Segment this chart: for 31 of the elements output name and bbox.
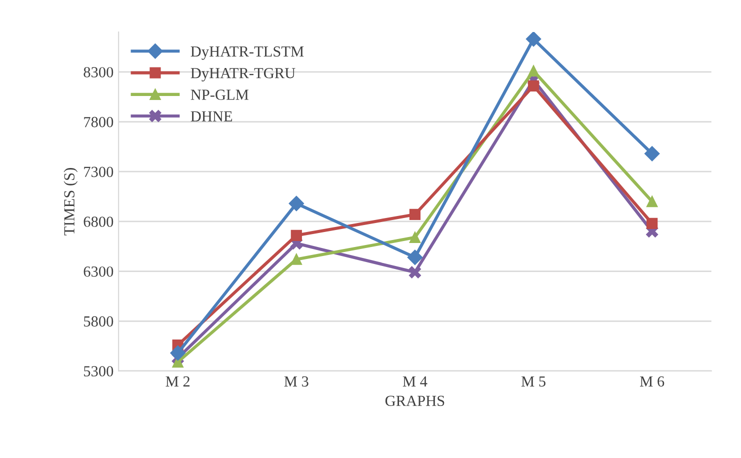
point — [170, 345, 186, 361]
point — [526, 32, 542, 47]
y-tick-label: 6300 — [84, 266, 114, 277]
point — [528, 80, 540, 92]
x-tick-label: M 5 — [521, 376, 546, 387]
x-axis-title: GRAPHS — [385, 396, 444, 406]
point — [528, 65, 540, 76]
point — [407, 250, 423, 265]
y-tick-label: 7300 — [84, 166, 114, 178]
point — [409, 232, 421, 243]
point — [646, 218, 658, 230]
point — [290, 230, 302, 241]
y-tick-label: 5300 — [84, 366, 114, 376]
point — [290, 254, 302, 265]
legend-label: DyHATR-TLSTM — [190, 46, 304, 60]
y-tick-label: 8300 — [84, 67, 114, 78]
y-axis-title: TIMES (S) — [64, 168, 78, 236]
point — [288, 196, 304, 212]
legend-label: DHNE — [190, 111, 232, 122]
x-tick-label: M 4 — [402, 376, 428, 386]
legend-label: NP-GLM — [190, 90, 248, 100]
y-tick-label: 6800 — [84, 216, 114, 227]
x-tick-label: M 2 — [166, 376, 190, 386]
point — [644, 146, 660, 162]
point — [646, 196, 658, 208]
point — [409, 208, 421, 220]
y-tick-label: 5800 — [84, 316, 114, 327]
x-tick-label: M 6 — [640, 376, 664, 387]
y-tick-label: 7800 — [84, 116, 114, 128]
legend-label: DyHATR-TGRU — [190, 68, 296, 82]
x-tick-label: M 3 — [284, 376, 308, 387]
